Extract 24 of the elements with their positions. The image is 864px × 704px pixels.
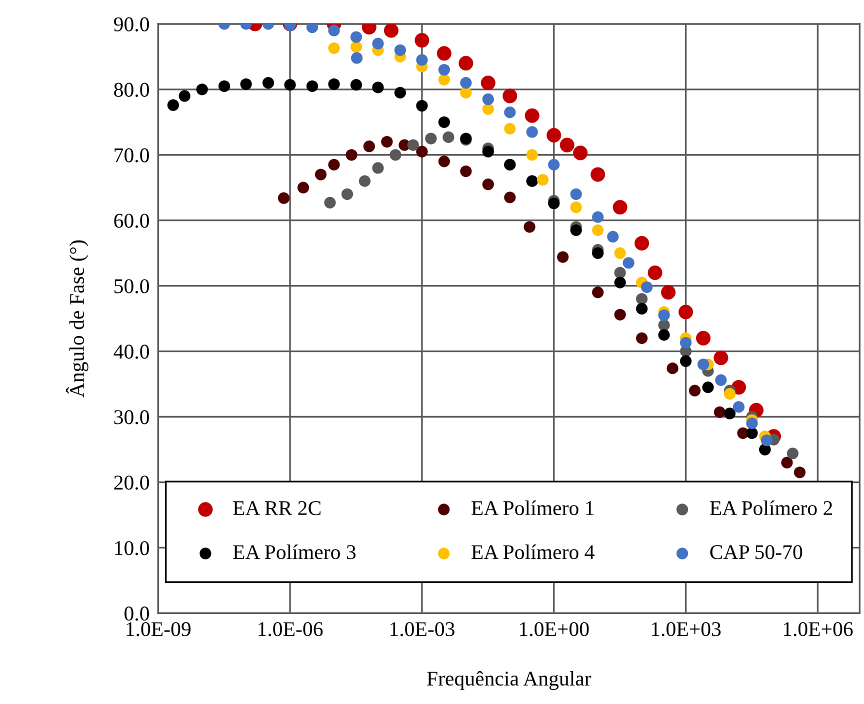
x-tick-label: 1.0E+06	[784, 622, 853, 636]
x-tick-label: 1.0E-09	[126, 622, 191, 636]
y-tick-label: 90.0	[114, 17, 149, 32]
legend-label: EA Polímero 2	[710, 500, 832, 516]
x-tick-label: 1.0E+00	[520, 622, 589, 636]
y-tick-label: 80.0	[114, 82, 149, 97]
x-axis-title: Frequência Angular	[427, 670, 592, 690]
legend-label: EA Polímero 3	[233, 544, 356, 560]
y-tick-label: 10.0	[115, 541, 149, 556]
y-axis-title: Ângulo de Fase (°)	[66, 240, 88, 398]
legend-label: EA RR 2C	[233, 501, 321, 516]
y-tick-label: 70.0	[114, 148, 149, 162]
legend-label: CAP 50-70	[710, 545, 802, 560]
y-tick-label: 50.0	[114, 279, 149, 294]
y-tick-label: 20.0	[114, 476, 149, 490]
x-tick-label: 1.0E+03	[652, 622, 721, 636]
y-tick-label: 60.0	[114, 214, 149, 228]
legend-label: EA Polímero 1	[472, 500, 594, 516]
x-tick-label: 1.0E-06	[258, 622, 323, 636]
legend-label: EA Polímero 4	[472, 544, 594, 560]
y-tick-label: 0.0	[124, 606, 149, 621]
x-tick-label: 1.0E-03	[390, 622, 454, 636]
y-tick-label: 40.0	[114, 344, 149, 359]
y-tick-label: 30.0	[114, 410, 149, 424]
